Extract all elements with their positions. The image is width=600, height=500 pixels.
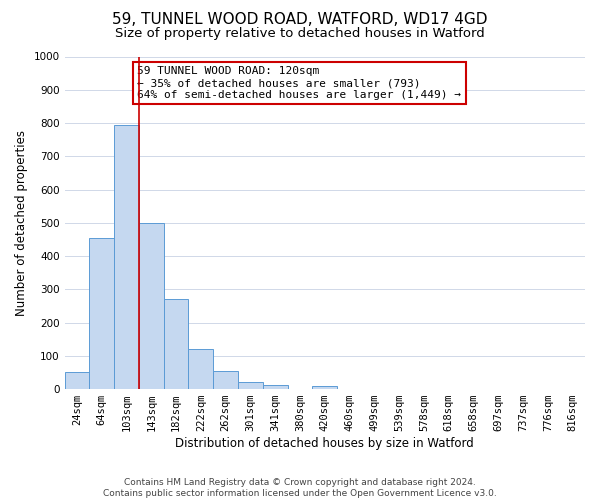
Bar [263,385,287,389]
X-axis label: Distribution of detached houses by size in Watford: Distribution of detached houses by size … [175,437,474,450]
Bar [213,371,238,389]
Text: Contains HM Land Registry data © Crown copyright and database right 2024.
Contai: Contains HM Land Registry data © Crown c… [103,478,497,498]
Bar [188,349,213,389]
Text: 59, TUNNEL WOOD ROAD, WATFORD, WD17 4GD: 59, TUNNEL WOOD ROAD, WATFORD, WD17 4GD [112,12,488,28]
Bar [65,372,89,389]
Bar [313,386,337,389]
Bar [89,238,114,389]
Bar [114,126,139,389]
Text: Size of property relative to detached houses in Watford: Size of property relative to detached ho… [115,28,485,40]
Bar [238,382,263,389]
Bar [164,300,188,389]
Text: 59 TUNNEL WOOD ROAD: 120sqm
← 35% of detached houses are smaller (793)
64% of se: 59 TUNNEL WOOD ROAD: 120sqm ← 35% of det… [137,66,461,100]
Bar [139,223,164,389]
Y-axis label: Number of detached properties: Number of detached properties [15,130,28,316]
